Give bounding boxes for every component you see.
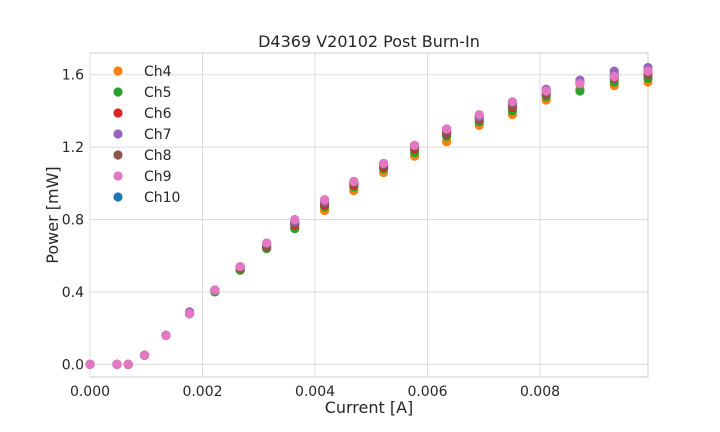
x-tick-label: 0.002: [182, 384, 222, 400]
data-point: [161, 330, 171, 340]
data-point: [235, 261, 245, 272]
y-tick-label: 0.8: [62, 213, 84, 229]
data-point: [85, 359, 95, 369]
legend-label: Ch6: [144, 106, 172, 122]
y-tick-label: 0.4: [62, 285, 84, 301]
legend-marker: [113, 108, 123, 118]
data-point: [575, 79, 585, 89]
data-point: [609, 71, 619, 82]
legend-label: Ch8: [144, 148, 172, 164]
legend-label: Ch10: [144, 190, 180, 206]
data-point: [262, 238, 272, 248]
y-tick-label: 1.6: [62, 68, 84, 84]
x-axis-title: Current [A]: [325, 398, 414, 417]
data-point: [409, 140, 420, 150]
x-axis-ticks: 0.000 0.002 0.004 0.006 0.008: [70, 384, 560, 400]
legend-label: Ch4: [144, 64, 172, 80]
data-point: [507, 97, 518, 107]
data-point: [139, 350, 150, 360]
data-point: [379, 158, 389, 169]
legend-marker: [113, 129, 123, 139]
data-point: [474, 109, 484, 120]
x-tick-label: 0.006: [407, 384, 447, 400]
plot-area: [89, 52, 649, 378]
series-ch9: [85, 66, 653, 369]
legend-marker: [113, 66, 123, 76]
y-tick-label: 0.0: [62, 357, 84, 373]
data-point: [210, 285, 220, 295]
data-point: [112, 359, 122, 369]
legend-marker: [113, 171, 123, 181]
data-point: [643, 66, 653, 76]
data-point: [442, 124, 452, 134]
data-point: [319, 195, 330, 205]
y-axis-title: Power [mW]: [43, 166, 62, 263]
legend-marker: [113, 87, 123, 97]
data-point: [575, 86, 585, 96]
y-axis-ticks: 0.0 0.4 0.8 1.2 1.6: [62, 68, 84, 374]
data-points: [85, 62, 653, 369]
legend-label: Ch5: [144, 85, 172, 101]
data-point: [184, 309, 195, 319]
y-tick-label: 1.2: [62, 140, 84, 156]
legend-label: Ch9: [144, 169, 172, 185]
x-tick-label: 0.008: [520, 384, 560, 400]
x-tick-label: 0.000: [70, 384, 110, 400]
grid-lines: [89, 53, 648, 377]
data-point: [290, 214, 300, 225]
chart-title: D4369 V20102 Post Burn-In: [258, 32, 480, 51]
data-point: [349, 176, 359, 187]
legend: Ch4 Ch5 Ch6 Ch7 Ch8 Ch9 Ch10: [113, 64, 180, 206]
legend-label: Ch7: [144, 127, 172, 143]
data-point: [541, 86, 551, 96]
x-tick-label: 0.004: [295, 384, 335, 400]
data-point: [123, 359, 133, 369]
legend-marker: [113, 150, 123, 160]
legend-marker: [113, 192, 123, 202]
